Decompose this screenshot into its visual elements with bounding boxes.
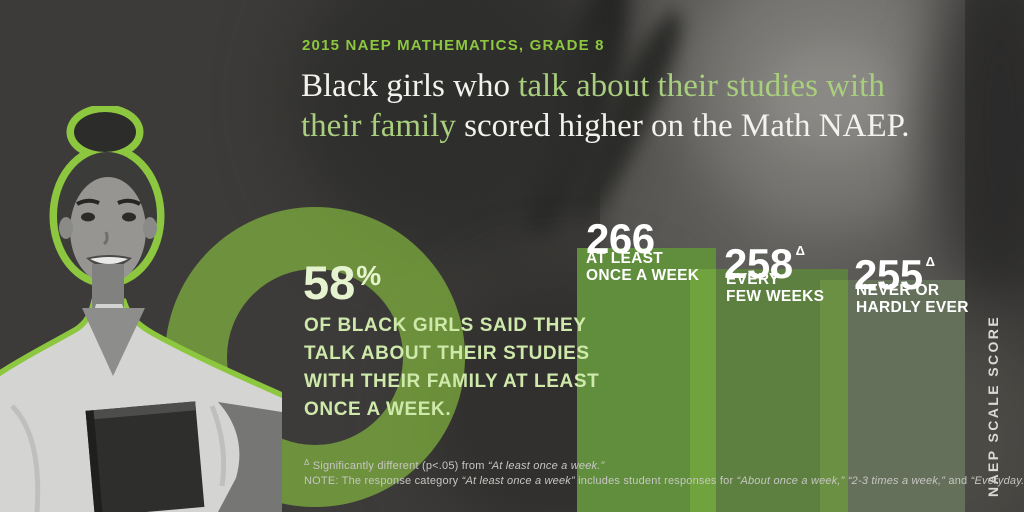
footnote-note: NOTE: The response category “At least on… (304, 474, 1024, 487)
eye (122, 212, 136, 222)
stat-description: OF BLACK GIRLS SAID THEY TALK ABOUT THEI… (304, 315, 600, 420)
book (85, 401, 205, 512)
student-photo-cutout (0, 106, 282, 512)
headline-line2: their family scored higher on the Math N… (301, 108, 910, 144)
eye (81, 212, 95, 222)
bar-value-2: 258 Δ (724, 240, 805, 287)
eyebrow (76, 198, 100, 206)
eyebrow (117, 198, 141, 206)
neck (92, 264, 124, 310)
right-column-shade (965, 0, 1024, 512)
v-neck (82, 308, 145, 376)
bar-value-1: 266 (586, 215, 655, 262)
footnote: Δ Significantly different (p<.05) from “… (304, 456, 1024, 488)
bar-label-2: EVERY FEW WEEKS (726, 271, 825, 305)
bar-label-1: AT LEAST ONCE A WEEK (586, 250, 700, 284)
headline-line1: Black girls who talk about their studies… (301, 68, 885, 104)
face (70, 177, 146, 283)
bar-overlap-2-3 (820, 280, 848, 512)
bar-overlap-1-2 (690, 269, 716, 512)
ear (143, 217, 157, 239)
bar-label-3: NEVER OR HARDLY EVER (856, 282, 969, 316)
hair-bun (74, 112, 136, 152)
teeth (90, 257, 128, 264)
footnote-significance: Δ Significantly different (p<.05) from “… (304, 458, 605, 472)
kicker: 2015 NAEP MATHEMATICS, GRADE 8 (302, 37, 605, 54)
percent-sign: % (356, 260, 382, 291)
headline: Black girls who talk about their studies… (301, 66, 910, 146)
significance-marker: Δ (795, 243, 805, 258)
background-cheek-highlight (760, 40, 900, 150)
shirt-fold (10, 404, 41, 512)
nose (102, 231, 109, 246)
significance-marker: Δ (925, 254, 935, 269)
bar-value-3: 255 Δ (854, 251, 935, 298)
ear (59, 217, 73, 239)
stat-value: 58% (303, 256, 382, 309)
